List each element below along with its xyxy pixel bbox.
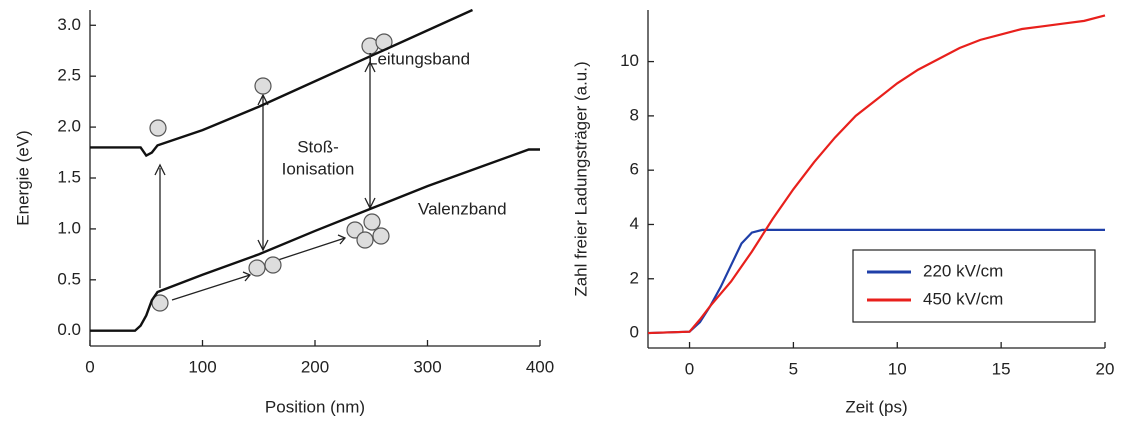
hole	[248, 259, 266, 277]
arrow	[171, 234, 347, 301]
decorations	[149, 33, 393, 312]
annotation: Ionisation	[282, 159, 355, 178]
arrow-head	[154, 163, 166, 176]
annotation: Stoß-	[297, 137, 339, 156]
y-tick-label: 0.0	[57, 320, 81, 339]
hole	[372, 227, 390, 245]
y-tick-label: 0.5	[57, 269, 81, 288]
y-tick-label: 1.0	[57, 218, 81, 237]
x-tick-label: 20	[1096, 359, 1115, 378]
y-axis-label: Energie (eV)	[13, 130, 32, 225]
x-axis-label: Position (nm)	[265, 397, 365, 416]
x-tick-label: 300	[413, 357, 441, 376]
legend-label: 220 kV/cm	[923, 261, 1003, 280]
x-tick-label: 15	[992, 359, 1011, 378]
x-tick-label: 400	[526, 357, 554, 376]
y-tick-label: 6	[630, 160, 639, 179]
x-tick-label: 10	[888, 359, 907, 378]
electron	[254, 77, 272, 95]
y-tick-label: 0	[630, 323, 639, 342]
hole	[264, 256, 282, 274]
series-line	[647, 228, 1105, 335]
legend	[852, 249, 1096, 323]
y-axis-label: Zahl freier Ladungsträger (a.u.)	[571, 61, 590, 296]
hole	[363, 213, 381, 231]
x-tick-label: 100	[188, 357, 216, 376]
x-tick-label: 200	[301, 357, 329, 376]
y-tick-label: 10	[620, 51, 639, 70]
electron	[149, 119, 167, 137]
series-line	[90, 148, 540, 332]
y-tick-label: 3.0	[57, 15, 81, 34]
x-tick-label: 0	[685, 359, 694, 378]
band-label: Leitungsband	[368, 49, 470, 68]
y-tick-label: 2.0	[57, 117, 81, 136]
y-tick-label: 2.5	[57, 66, 81, 85]
x-axis-label: Zeit (ps)	[845, 397, 907, 416]
series-line	[647, 14, 1106, 335]
legend-label: 450 kV/cm	[923, 289, 1003, 308]
band-label: Valenzband	[418, 199, 507, 218]
arrow-head	[257, 93, 269, 252]
hole	[356, 231, 374, 249]
y-tick-label: 8	[630, 105, 639, 124]
y-tick-label: 4	[630, 214, 639, 233]
y-tick-label: 1.5	[57, 167, 81, 186]
x-tick-label: 0	[85, 357, 94, 376]
y-tick-label: 2	[630, 268, 639, 287]
series-line	[90, 8, 473, 158]
x-tick-label: 5	[789, 359, 798, 378]
